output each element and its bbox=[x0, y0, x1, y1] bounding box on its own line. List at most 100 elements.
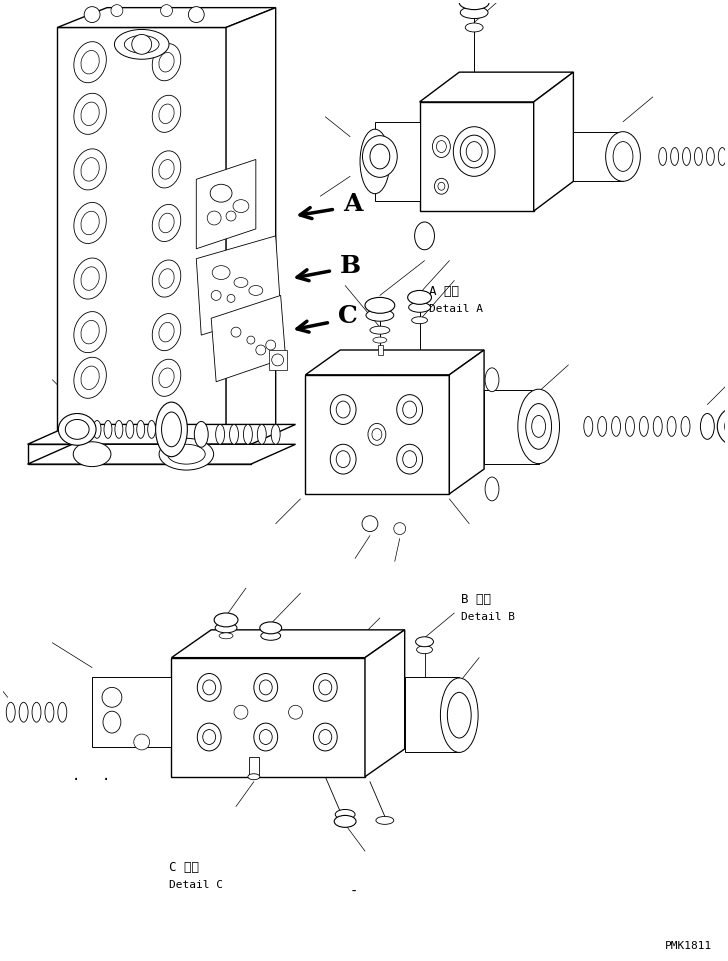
Text: -: - bbox=[350, 884, 358, 898]
Ellipse shape bbox=[272, 425, 280, 445]
Ellipse shape bbox=[167, 445, 205, 464]
Ellipse shape bbox=[234, 279, 248, 288]
Ellipse shape bbox=[259, 680, 272, 695]
Ellipse shape bbox=[460, 136, 488, 169]
Ellipse shape bbox=[156, 403, 187, 457]
Ellipse shape bbox=[411, 317, 427, 325]
Polygon shape bbox=[28, 445, 251, 464]
Ellipse shape bbox=[212, 266, 230, 281]
Ellipse shape bbox=[159, 439, 213, 471]
Ellipse shape bbox=[454, 128, 495, 177]
Ellipse shape bbox=[45, 702, 54, 723]
Ellipse shape bbox=[695, 148, 703, 166]
Circle shape bbox=[231, 328, 241, 337]
Ellipse shape bbox=[194, 422, 208, 448]
Ellipse shape bbox=[152, 206, 181, 242]
Polygon shape bbox=[306, 351, 484, 376]
Ellipse shape bbox=[7, 702, 15, 723]
Text: Detail A: Detail A bbox=[430, 304, 483, 314]
Ellipse shape bbox=[719, 148, 727, 166]
Ellipse shape bbox=[440, 678, 478, 752]
Ellipse shape bbox=[257, 425, 266, 445]
Polygon shape bbox=[172, 658, 365, 776]
Ellipse shape bbox=[66, 420, 89, 440]
Ellipse shape bbox=[152, 96, 181, 134]
Ellipse shape bbox=[81, 212, 99, 235]
Bar bbox=[269, 351, 287, 370]
Ellipse shape bbox=[334, 816, 356, 827]
Ellipse shape bbox=[465, 24, 483, 33]
Polygon shape bbox=[574, 133, 623, 182]
Polygon shape bbox=[211, 296, 285, 382]
Ellipse shape bbox=[526, 405, 552, 450]
Ellipse shape bbox=[335, 809, 355, 820]
Ellipse shape bbox=[606, 133, 641, 182]
Ellipse shape bbox=[148, 421, 156, 439]
Polygon shape bbox=[92, 678, 172, 747]
Polygon shape bbox=[405, 678, 459, 752]
Ellipse shape bbox=[126, 421, 134, 439]
Ellipse shape bbox=[485, 478, 499, 502]
Ellipse shape bbox=[114, 31, 169, 61]
Ellipse shape bbox=[394, 523, 405, 535]
Ellipse shape bbox=[717, 407, 728, 447]
Polygon shape bbox=[58, 9, 276, 29]
Polygon shape bbox=[419, 73, 574, 103]
Ellipse shape bbox=[219, 633, 233, 639]
Ellipse shape bbox=[81, 103, 99, 127]
Ellipse shape bbox=[159, 369, 174, 388]
Ellipse shape bbox=[415, 223, 435, 251]
Polygon shape bbox=[28, 425, 296, 445]
Ellipse shape bbox=[74, 150, 106, 190]
Ellipse shape bbox=[397, 445, 422, 475]
Ellipse shape bbox=[0, 702, 2, 723]
Ellipse shape bbox=[260, 623, 282, 634]
Ellipse shape bbox=[365, 298, 395, 314]
Ellipse shape bbox=[683, 148, 690, 166]
Ellipse shape bbox=[363, 136, 397, 178]
Ellipse shape bbox=[370, 327, 389, 334]
Ellipse shape bbox=[336, 402, 350, 419]
Ellipse shape bbox=[74, 259, 106, 300]
Ellipse shape bbox=[93, 421, 101, 439]
Text: PMK1811: PMK1811 bbox=[665, 941, 712, 950]
Ellipse shape bbox=[254, 724, 277, 752]
Ellipse shape bbox=[19, 702, 28, 723]
Ellipse shape bbox=[259, 729, 272, 745]
Ellipse shape bbox=[432, 136, 451, 159]
Polygon shape bbox=[449, 351, 484, 494]
Ellipse shape bbox=[437, 141, 446, 154]
Ellipse shape bbox=[248, 774, 260, 780]
Ellipse shape bbox=[214, 613, 238, 628]
Ellipse shape bbox=[408, 303, 430, 313]
Polygon shape bbox=[226, 9, 276, 445]
Circle shape bbox=[211, 291, 221, 301]
Ellipse shape bbox=[448, 693, 471, 738]
Text: Detail B: Detail B bbox=[462, 611, 515, 622]
Ellipse shape bbox=[416, 646, 432, 654]
Ellipse shape bbox=[653, 417, 662, 437]
Ellipse shape bbox=[152, 314, 181, 352]
Text: A: A bbox=[343, 192, 363, 216]
Polygon shape bbox=[484, 390, 539, 464]
Text: A 詳細: A 詳細 bbox=[430, 284, 459, 298]
Ellipse shape bbox=[103, 711, 121, 733]
Ellipse shape bbox=[319, 729, 332, 745]
Ellipse shape bbox=[370, 145, 389, 170]
Ellipse shape bbox=[74, 203, 106, 244]
Ellipse shape bbox=[159, 160, 174, 180]
Ellipse shape bbox=[397, 395, 422, 425]
Ellipse shape bbox=[372, 429, 382, 441]
Text: C: C bbox=[339, 304, 358, 328]
Circle shape bbox=[227, 295, 235, 303]
Ellipse shape bbox=[725, 414, 728, 439]
Ellipse shape bbox=[81, 321, 99, 344]
Ellipse shape bbox=[681, 417, 690, 437]
Polygon shape bbox=[534, 73, 574, 211]
Ellipse shape bbox=[466, 142, 482, 162]
Ellipse shape bbox=[706, 148, 714, 166]
Ellipse shape bbox=[152, 44, 181, 82]
Ellipse shape bbox=[360, 130, 389, 194]
Ellipse shape bbox=[639, 417, 649, 437]
Ellipse shape bbox=[197, 674, 221, 702]
